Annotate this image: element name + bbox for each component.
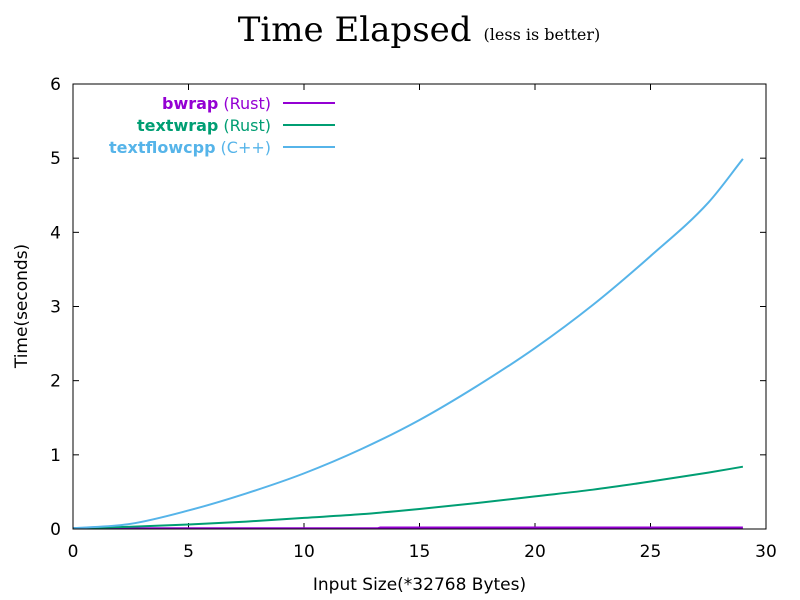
legend-name-bwrap: bwrap: [162, 94, 218, 113]
series-line-textflowcpp: [72, 158, 744, 530]
x-tick-label: 25: [640, 542, 662, 562]
plot-series: [72, 158, 744, 530]
x-axis-label: Input Size(*32768 Bytes): [313, 575, 526, 595]
x-tick-label: 30: [755, 542, 777, 562]
axis-ticks: 0 5 10 15 20 25 30 0 1 2 3 4 5 6: [50, 75, 777, 562]
x-tick-label: 15: [409, 542, 431, 562]
legend-name-textflowcpp: textflowcpp: [109, 138, 216, 157]
legend: (Rust) bwrap (Rust) textwrap(C++) textflowcp…: [109, 94, 335, 157]
y-tick-label: 3: [50, 298, 61, 318]
legend-lang-bwrap: (Rust): [223, 94, 271, 113]
y-axis-label: Time(seconds): [12, 244, 32, 369]
legend-lang-textflowcpp: (C++): [221, 138, 271, 157]
legend-name-textwrap: textwrap: [137, 116, 218, 135]
x-tick-label: 0: [68, 542, 79, 562]
series-line-textwrap: [72, 465, 744, 530]
y-tick-label: 1: [50, 446, 61, 466]
y-tick-label: 6: [50, 75, 61, 95]
chart-title: Time Elapsed: [238, 10, 472, 50]
plot-frame: [72, 83, 767, 530]
y-tick-label: 2: [50, 372, 61, 392]
series-line-bwrap: [73, 526, 743, 530]
y-tick-label: 4: [50, 223, 61, 243]
x-tick-label: 10: [293, 542, 315, 562]
y-tick-label: 0: [50, 520, 61, 540]
chart-subtitle: (less is better): [484, 25, 601, 44]
x-tick-label: 20: [524, 542, 546, 562]
y-tick-label: 5: [50, 149, 61, 169]
legend-lang-textwrap: (Rust): [223, 116, 271, 135]
x-tick-label: 5: [183, 542, 194, 562]
